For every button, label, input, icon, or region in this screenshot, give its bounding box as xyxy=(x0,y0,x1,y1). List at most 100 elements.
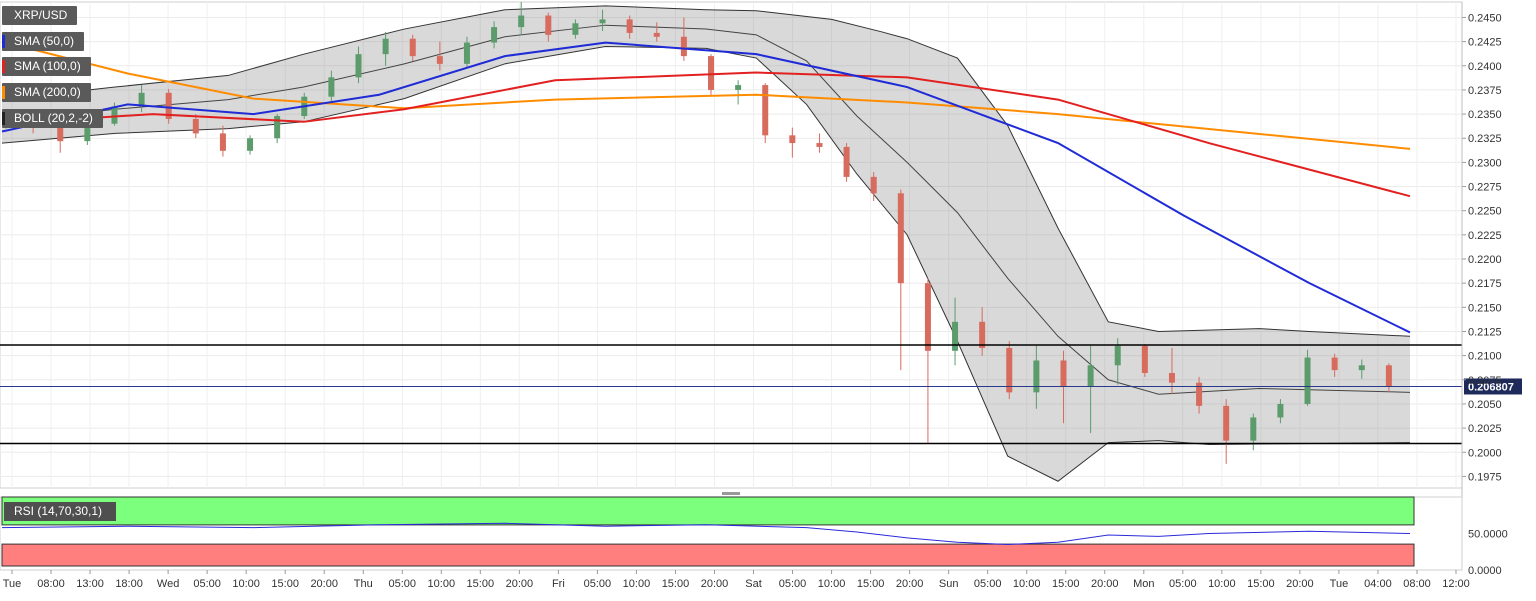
x-tick-label: 15:00 xyxy=(467,578,495,590)
legend-sma100-label: SMA (100,0) xyxy=(14,59,81,73)
candle-body xyxy=(952,321,959,351)
candle-body xyxy=(1358,365,1365,371)
candle-body xyxy=(274,116,281,139)
legend-sma200[interactable]: SMA (200,0) xyxy=(2,83,91,102)
candle-body xyxy=(735,85,742,90)
x-tick-label: Mon xyxy=(1133,578,1154,590)
y-tick-label: 0.2275 xyxy=(1468,182,1502,194)
x-tick-label: 08:00 xyxy=(37,578,65,590)
candle-body xyxy=(1331,357,1338,371)
bollinger-fill xyxy=(2,5,1410,482)
candle-body xyxy=(1060,360,1067,387)
x-tick-label: 10:00 xyxy=(1013,578,1041,590)
moving-averages xyxy=(1,40,1411,334)
legend-sma100[interactable]: SMA (100,0) xyxy=(2,57,91,76)
x-tick-label: 13:00 xyxy=(76,578,104,590)
candle-body xyxy=(1114,345,1121,366)
x-tick-label: 15:00 xyxy=(857,578,885,590)
x-tick-label: Fri xyxy=(552,578,565,590)
x-tick-label: 05:00 xyxy=(1169,578,1197,590)
rsi-tick-label: 50.0000 xyxy=(1468,529,1508,541)
legend-symbol-text: XRP/USD xyxy=(14,8,68,22)
candle-body xyxy=(626,19,633,33)
x-tick-label: Thu xyxy=(354,578,373,590)
x-tick-label: 20:00 xyxy=(701,578,729,590)
y-tick-label: 0.2100 xyxy=(1468,351,1502,363)
candle-body xyxy=(1304,357,1311,404)
y-tick-label: 0.2000 xyxy=(1468,447,1502,459)
candle-body xyxy=(1141,345,1148,374)
candle-body xyxy=(138,92,145,107)
x-tick-label: 20:00 xyxy=(310,578,338,590)
y-tick-label: 0.2425 xyxy=(1468,37,1502,49)
x-tick-label: Sun xyxy=(939,578,959,590)
y-tick-label: 0.2125 xyxy=(1468,326,1502,338)
legend-sma50-swatch xyxy=(2,35,5,48)
x-tick-label: 05:00 xyxy=(779,578,807,590)
legend-boll-swatch xyxy=(2,112,5,125)
y-tick-label: 0.2300 xyxy=(1468,157,1502,169)
candle-body xyxy=(1168,373,1175,383)
legend-boll-label: BOLL (20,2,-2) xyxy=(14,111,93,125)
rsi-line xyxy=(1,522,1411,545)
legend-boll[interactable]: BOLL (20,2,-2) xyxy=(2,109,103,128)
rsi-oversold-zone xyxy=(1,543,1415,567)
x-tick-label: 20:00 xyxy=(1091,578,1119,590)
y-tick-label: 0.1975 xyxy=(1468,471,1502,483)
candle-body xyxy=(843,146,850,177)
x-tick-label: 10:00 xyxy=(232,578,260,590)
candle-body xyxy=(816,143,823,147)
x-tick-label: 10:00 xyxy=(623,578,651,590)
candle-body xyxy=(924,283,931,351)
candle-body xyxy=(762,85,769,136)
x-tick-label: 10:00 xyxy=(428,578,456,590)
candle-body xyxy=(355,54,362,78)
panel-splitter-handle[interactable] xyxy=(722,492,740,495)
x-tick-label: 05:00 xyxy=(974,578,1002,590)
legend-sma50-label: SMA (50,0) xyxy=(14,34,75,48)
candle-body xyxy=(111,106,118,124)
candle-body xyxy=(219,133,226,151)
y-tick-label: 0.2200 xyxy=(1468,254,1502,266)
x-tick-label: 18:00 xyxy=(115,578,143,590)
candle-body xyxy=(545,15,552,35)
y-tick-label: 0.2350 xyxy=(1468,109,1502,121)
candle-body xyxy=(708,56,714,90)
candle-body xyxy=(84,123,91,142)
rsi-legend[interactable]: RSI (14,70,30,1) xyxy=(4,502,117,521)
x-tick-label: 15:00 xyxy=(1052,578,1080,590)
x-tick-label: 05:00 xyxy=(389,578,417,590)
candle-body xyxy=(328,77,335,97)
rsi-legend-label: RSI (14,70,30,1) xyxy=(14,504,103,518)
candle-body xyxy=(382,38,389,55)
legend-sma200-label: SMA (200,0) xyxy=(14,85,81,99)
candle-body xyxy=(1087,365,1094,387)
rsi-panel: 50.0000 0.0000 xyxy=(0,492,1508,577)
y-tick-label: 0.2025 xyxy=(1468,423,1502,435)
y-tick-label: 0.2075 xyxy=(1468,375,1502,387)
bollinger-middle-line xyxy=(1,24,1411,395)
candle-body xyxy=(1196,382,1203,406)
candle-body xyxy=(165,92,172,119)
candle-body xyxy=(518,15,525,28)
candle-body xyxy=(653,32,660,37)
y-tick-label: 0.2400 xyxy=(1468,61,1502,73)
x-tick-label: Wed xyxy=(157,578,179,590)
y-tick-label: 0.2050 xyxy=(1468,399,1502,411)
bollinger-upper-line xyxy=(1,5,1411,337)
y-tick-label: 0.2225 xyxy=(1468,230,1502,242)
candle-body xyxy=(436,56,443,64)
candle-body xyxy=(491,27,498,43)
x-tick-label: 08:00 xyxy=(1403,578,1431,590)
price-grid xyxy=(0,1,1463,570)
x-tick-label: 10:00 xyxy=(818,578,846,590)
x-tick-label: 04:00 xyxy=(1364,578,1392,590)
candle-body xyxy=(1385,365,1392,387)
rsi-overbought-zone xyxy=(1,496,1415,526)
candle-body xyxy=(463,42,470,64)
rsi-tick-label: 0.0000 xyxy=(1468,565,1502,577)
legend-sma50[interactable]: SMA (50,0) xyxy=(2,32,85,51)
candle-body xyxy=(599,19,606,24)
candle-body xyxy=(897,193,904,284)
